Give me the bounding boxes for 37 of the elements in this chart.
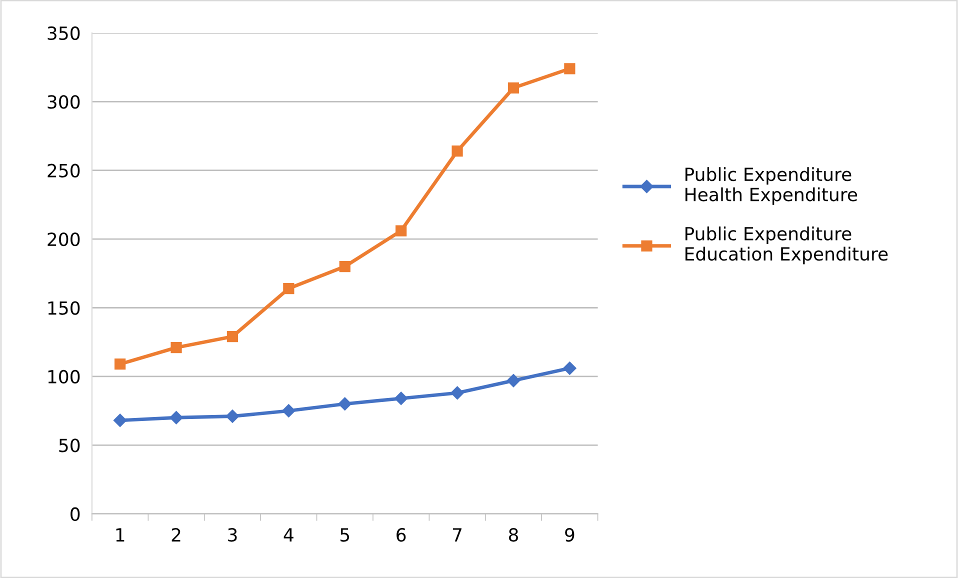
point xyxy=(114,358,126,370)
point xyxy=(226,331,238,342)
point xyxy=(508,82,520,94)
y-tick-label: 0 xyxy=(70,507,80,521)
point xyxy=(283,282,294,294)
x-tick-label: 8 xyxy=(508,528,518,542)
x-tick-label: 5 xyxy=(340,528,350,542)
y-tick-label: 300 xyxy=(48,95,80,109)
y-tick-label: 200 xyxy=(48,232,80,246)
point xyxy=(394,392,408,406)
x-tick-label: 6 xyxy=(396,528,406,542)
y-tick-label: 100 xyxy=(48,370,80,384)
point xyxy=(170,411,183,424)
x-tick-label: 7 xyxy=(453,528,462,542)
point xyxy=(564,63,576,74)
point xyxy=(396,225,407,236)
x-tick-label: 9 xyxy=(565,528,574,542)
y-tick-label: 250 xyxy=(48,164,80,178)
point xyxy=(113,414,127,427)
point xyxy=(226,410,240,423)
point xyxy=(450,386,464,400)
point xyxy=(282,404,296,418)
y-tick-label: 150 xyxy=(48,301,80,315)
point xyxy=(339,260,350,272)
x-tick-label: 3 xyxy=(228,528,237,542)
y-tick-label: 50 xyxy=(59,438,80,452)
legend-label: Public Expenditure Education Expenditure xyxy=(686,226,888,264)
x-tick-label: 4 xyxy=(284,528,294,542)
point xyxy=(338,397,352,411)
y-tick-label: 350 xyxy=(48,26,80,40)
legend-label: Public Expenditure Health Expenditure xyxy=(686,167,858,205)
point xyxy=(170,342,182,354)
point xyxy=(506,374,520,388)
x-tick-label: 2 xyxy=(172,528,180,542)
point xyxy=(452,146,463,157)
x-tick-label: 1 xyxy=(116,528,124,542)
point xyxy=(563,362,576,375)
